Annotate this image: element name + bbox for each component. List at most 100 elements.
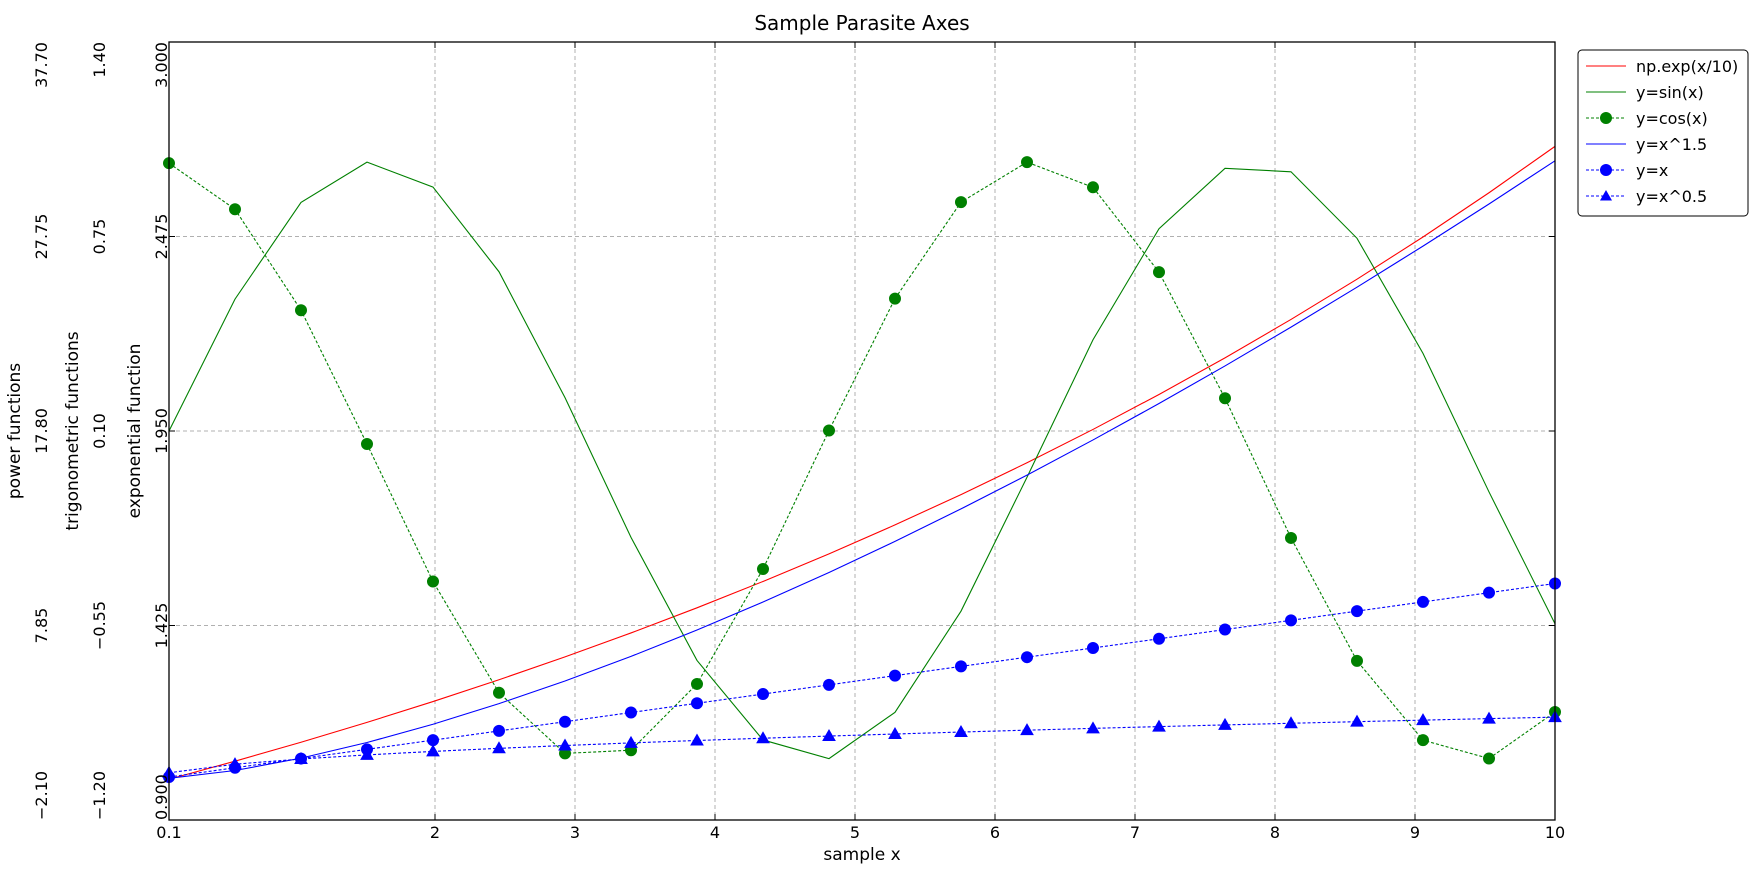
data-point [954,660,967,673]
series-4 [163,577,1561,783]
data-point [1020,723,1034,736]
y-tick-label-exp: 3.000 [152,42,171,88]
y-tick-label-power: 37.70 [32,42,51,88]
series-line [168,145,1556,780]
data-point [1416,595,1429,608]
data-point [295,304,308,317]
data-point [361,438,374,451]
data-point [1152,719,1166,732]
x-axis-label: sample x [823,845,900,865]
legend-label: y=x [1636,161,1668,180]
legend-label: y=sin(x) [1636,83,1704,102]
tick-marks [168,41,1556,821]
data-point [1350,714,1364,727]
x-tick-label: 3 [570,823,580,842]
x-tick-label: 2 [430,823,440,842]
legend-item: y=sin(x) [1586,83,1704,102]
y-tick-label-exp: 2.475 [152,214,171,260]
data-point [1416,734,1429,747]
y-axis-label-trigonometric: trigonometric functions [63,331,83,530]
data-point [1021,651,1034,664]
data-point [1483,752,1496,765]
data-point [492,741,506,754]
data-point [756,731,770,744]
series-5 [162,710,1562,778]
data-point [1416,713,1430,726]
data-point [1285,614,1298,627]
x-tick-label: 8 [1270,823,1280,842]
series-line [168,716,1556,774]
y-axis-label-exponential: exponential function [125,344,145,519]
legend-item: np.exp(x/10) [1586,57,1738,76]
data-point [625,706,637,719]
data-point [1483,586,1496,599]
series-1 [168,161,1556,760]
data-point [492,686,505,699]
legend-marker [1600,164,1612,176]
y-tick-label-trig: 0.10 [90,413,109,449]
data-point [1086,721,1100,734]
series-line [168,161,1556,760]
series-2 [163,156,1561,765]
data-point [558,738,572,751]
series-3 [168,160,1556,779]
data-point [954,725,968,738]
data-point [426,744,440,757]
data-point [1219,392,1232,405]
data-point [888,669,901,682]
data-point [823,678,836,691]
data-point [690,733,704,746]
y-tick-label-exp: 1.950 [152,408,171,454]
data-point [690,677,703,690]
legend-label: y=cos(x) [1636,109,1708,128]
data-point [822,729,836,742]
data-point [1285,531,1298,544]
y-axis-label-power: power functions [5,363,25,499]
data-point [1021,156,1034,169]
y-tick-label-trig: 0.75 [90,219,109,255]
x-tick-label: 10 [1545,823,1565,842]
legend-marker [1600,112,1612,124]
data-point [426,734,439,747]
y-tick-label-trig: 1.40 [90,42,109,78]
data-point [757,562,770,575]
grid [169,42,1555,820]
data-point [1350,654,1363,667]
x-tick-label: 7 [1130,823,1140,842]
legend: np.exp(x/10) y=sin(x) y=cos(x) y=x^1.5 y=x y=… [1577,49,1749,217]
chart-title: Sample Parasite Axes [754,11,969,35]
legend-item: y=x [1586,161,1668,180]
series-line [168,161,1556,760]
data-point [294,751,308,764]
x-tick-label: 6 [990,823,1000,842]
x-tick-label: 5 [850,823,860,842]
data-point [1350,605,1363,618]
y-tick-label-exp: 0.900 [152,774,171,820]
x-tick-label: 0.1 [156,823,181,842]
legend-item: y=cos(x) [1586,109,1708,128]
y-tick-label-power: 7.85 [32,608,51,644]
data-point [1218,717,1232,730]
legend-marker [1600,190,1612,201]
y-tick-label-power: 27.75 [32,214,51,260]
data-point [888,292,901,305]
x-tick-label: 9 [1410,823,1420,842]
legend-label: y=x^1.5 [1636,135,1707,154]
data-point [624,735,638,748]
data-point [1087,181,1099,194]
legend-label: np.exp(x/10) [1636,57,1738,76]
data-point [228,757,242,770]
legend-item: y=x^0.5 [1586,187,1707,206]
data-point [1482,711,1496,724]
data-point [559,715,572,728]
data-point [1152,632,1165,645]
y-tick-label-trig: −1.20 [90,771,109,820]
data-point [228,203,241,216]
data-point [823,424,836,437]
data-point [888,727,902,740]
y-tick-label-exp: 1.425 [152,603,171,649]
series-0 [168,145,1556,780]
data-point [1284,716,1298,729]
